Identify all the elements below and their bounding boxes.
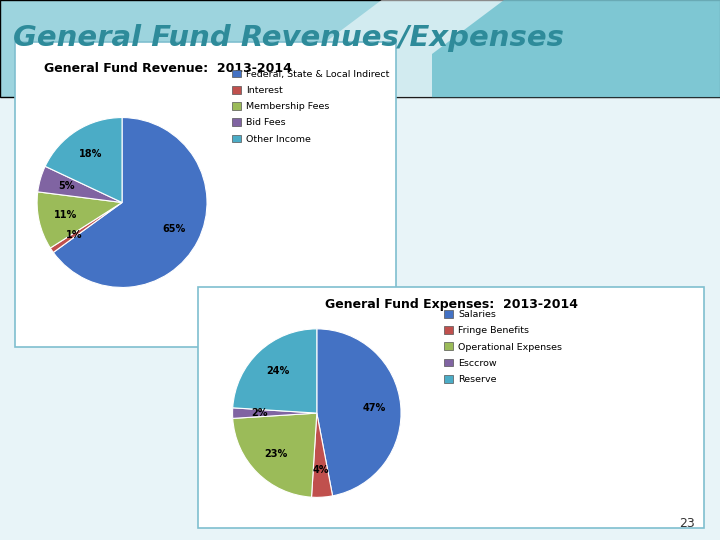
Text: 23%: 23% (265, 449, 288, 458)
Wedge shape (45, 118, 122, 202)
Text: General Fund Revenue:  2013-2014: General Fund Revenue: 2013-2014 (44, 62, 292, 75)
Wedge shape (37, 192, 122, 248)
Text: 4%: 4% (312, 465, 328, 475)
Text: 23: 23 (679, 517, 695, 530)
Polygon shape (432, 0, 720, 97)
Wedge shape (53, 118, 207, 287)
Text: 65%: 65% (162, 224, 185, 234)
Wedge shape (50, 202, 122, 252)
Polygon shape (324, 0, 720, 97)
FancyBboxPatch shape (15, 42, 396, 347)
Wedge shape (233, 413, 317, 497)
Text: 2%: 2% (251, 408, 268, 418)
Text: 24%: 24% (266, 366, 289, 376)
Wedge shape (233, 408, 317, 418)
Wedge shape (312, 413, 333, 497)
Legend: Federal, State & Local Indirect, Interest, Membership Fees, Bid Fees, Other Inco: Federal, State & Local Indirect, Interes… (232, 70, 389, 144)
Text: General Fund Expenses:  2013-2014: General Fund Expenses: 2013-2014 (325, 298, 578, 312)
Legend: Salaries, Fringe Benefits, Operational Expenses, Esccrow, Reserve: Salaries, Fringe Benefits, Operational E… (444, 310, 562, 384)
FancyBboxPatch shape (0, 0, 720, 97)
Text: General Fund Revenues/Expenses: General Fund Revenues/Expenses (13, 24, 564, 52)
Text: 5%: 5% (58, 181, 75, 191)
Text: 11%: 11% (54, 210, 77, 220)
Wedge shape (37, 166, 122, 202)
Text: 18%: 18% (79, 148, 103, 159)
Text: 47%: 47% (362, 403, 385, 413)
FancyBboxPatch shape (199, 287, 704, 528)
Text: 1%: 1% (66, 230, 83, 240)
Wedge shape (233, 329, 317, 413)
Wedge shape (317, 329, 401, 496)
